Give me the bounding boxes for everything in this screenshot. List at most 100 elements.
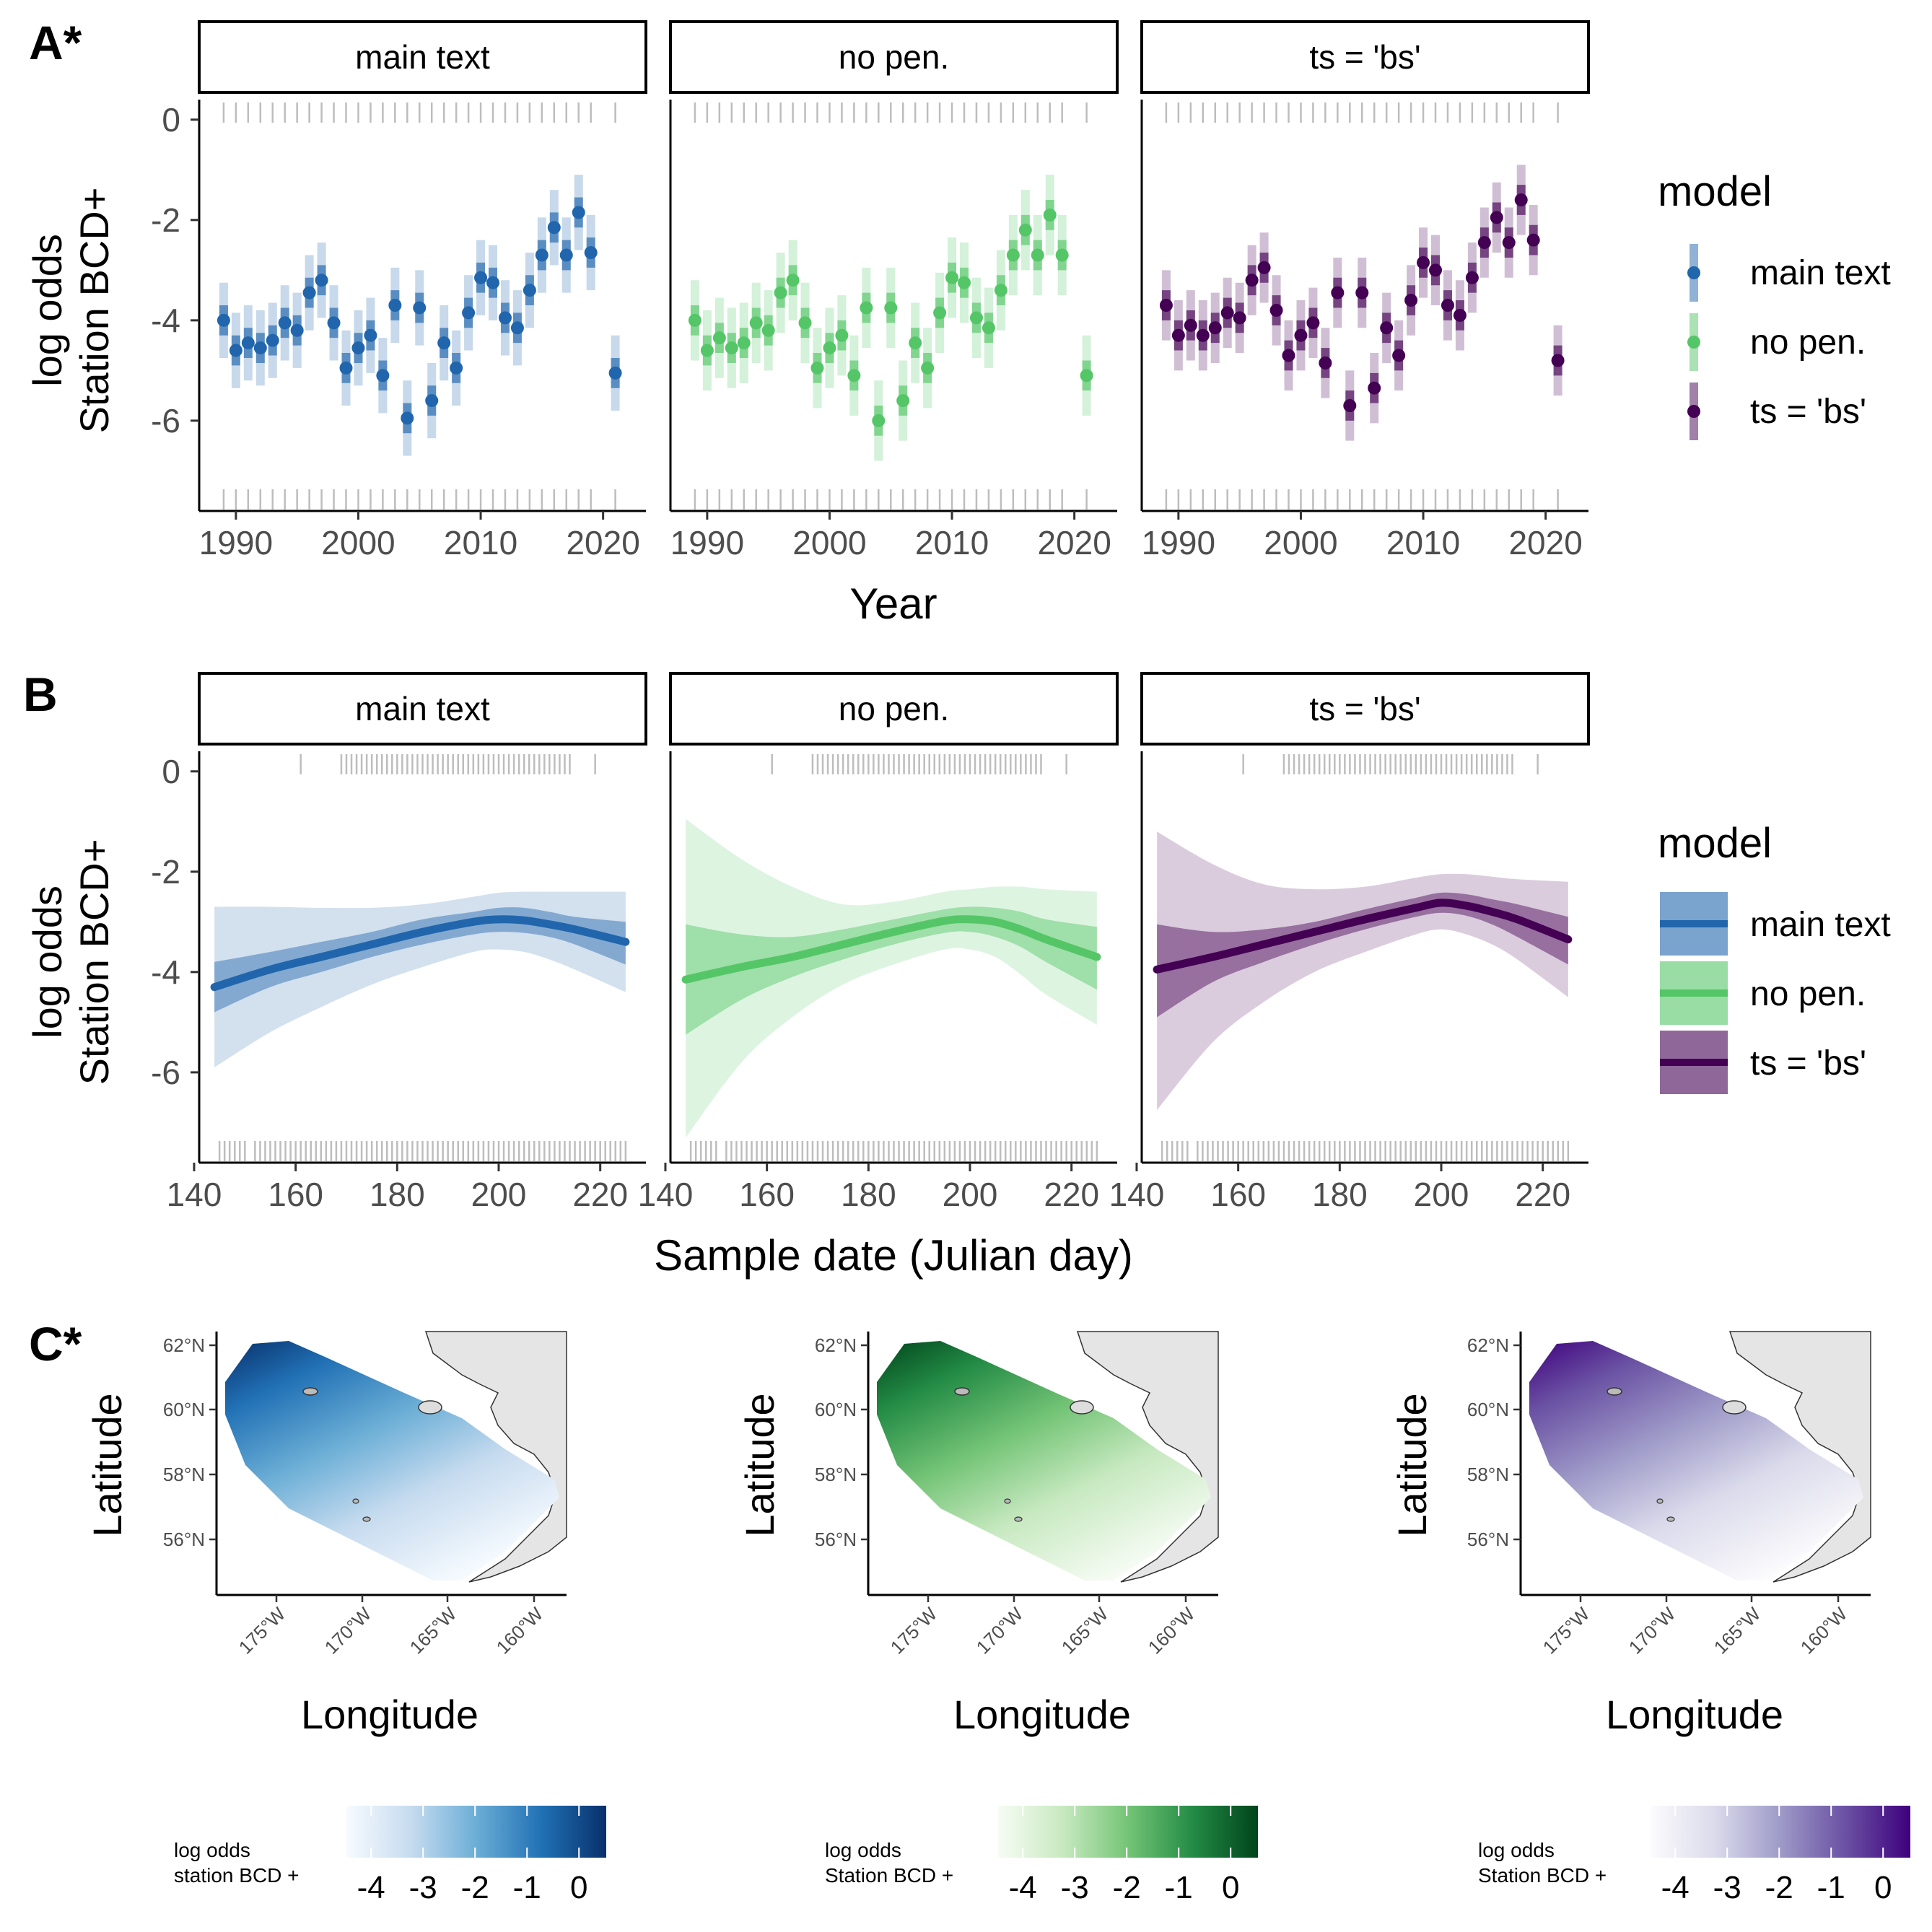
panel-a-point-main-text-2010 [474,271,488,284]
panel-a-point-ts-bs-2005 [1355,286,1369,300]
map-main-text-lon-tick-label-1: 170°W [320,1603,376,1658]
panel-a-point-main-text-2018 [572,206,585,219]
panel-a-ylabel-line1: log odds [25,234,70,387]
panel-a-point-main-text-2021 [608,366,622,380]
map-ts-bs-lon-tick-label-2: 165°W [1710,1603,1765,1658]
panel-b-y-axis: 0 -2 -4 -6 [151,753,199,1091]
panel-a-legend-key-point-main-text [1687,266,1700,279]
panel-a-point-no-pen-2017 [1031,248,1044,262]
panel-b-facet-ts-bs: ts = 'bs' 140 160 180 200 220 [1109,672,1590,1213]
panel-b-x-tick-label-no-pen-4: 220 [1044,1176,1099,1213]
panel-a-point-main-text-2012 [498,311,512,325]
map-main-text-colorbar-tick-label-0: -4 [357,1870,385,1905]
map-ts-bs-lat-tick-label-3: 56°N [1467,1529,1509,1550]
panel-b-x-tick-label-no-pen-0: 140 [638,1176,694,1213]
panel-a-legend-key-point-no-pen [1687,336,1700,349]
panel-b-legend-main-text: main text [1750,906,1891,944]
map-no-pen-island-st-paul [1004,1498,1011,1504]
map-no-pen-lat-tick-label-3: 56°N [815,1529,857,1550]
panel-b-fit-line-no-pen [681,915,1101,984]
panel-a-strip-ts-bs [1140,20,1590,94]
panel-b-strip-main-text [198,672,647,746]
panel-b-y-tick-label-0: 0 [162,753,180,790]
panel-a-point-no-pen-1999 [810,361,824,375]
panel-a-x-tick-label-main-text-0: 1990 [199,524,273,561]
panel-a-point-no-pen-2002 [847,369,861,383]
map-no-pen-island-st-george [1014,1516,1023,1522]
panel-a-x-tick-label-ts-bs-0: 1990 [1142,524,1215,561]
panel-a-facet-no-pen: no pen. 1990 2000 2010 2020 [669,20,1119,561]
panel-a-point-main-text-2001 [364,328,377,342]
panel-b-x-tick-label-no-pen-1: 160 [739,1176,795,1213]
panel-a-legend-title: model [1658,168,1772,215]
panel-b-strip-label-main-text: main text [355,690,490,727]
map-no-pen-colorbar-tick-label-3: -1 [1165,1870,1193,1905]
map-main-text-prediction-surface [225,1341,559,1581]
map-main-text-lat-tick-label-3: 56°N [163,1529,205,1550]
panel-a-point-main-text-2004 [401,411,414,425]
panel-a-xlabel: Year [849,580,937,628]
panel-a-point-main-text-2008 [450,361,463,375]
panel-b-strip-label-no-pen: no pen. [839,690,949,727]
panel-a-x-tick-label-main-text-3: 2020 [566,524,639,561]
panel-a-point-main-text-1998 [327,316,341,330]
panel-a-point-main-text-1989 [217,313,230,327]
panel-b-legend-title: model [1658,820,1772,867]
panel-a-point-no-pen-1990 [700,344,714,357]
panel-a-point-ts-bs-2009 [1404,294,1418,307]
panel-b-legend: model main text no pen. ts = 'bs' [1658,820,1891,1094]
panel-a-strip-main-text [198,20,647,94]
panel-a-strip-label-ts-bs: ts = 'bs' [1309,38,1420,76]
panel-a-point-no-pen-2011 [958,276,971,289]
map-main-text-lon-tick-label-0: 175°W [235,1603,290,1658]
panel-a-point-ts-bs-2018 [1514,193,1528,207]
panel-a-point-no-pen-2012 [969,311,983,325]
panel-a-point-ts-bs-2003 [1331,286,1345,300]
map-main-text-lat-tick-label-1: 60°N [163,1399,205,1420]
map-ts-bs-lon-tick-label-0: 175°W [1539,1603,1594,1658]
panel-a-point-ts-bs-2001 [1306,316,1320,330]
map-main-text-colorbar-tick-label-2: -2 [461,1870,489,1905]
map-main-text-island-nunivak [418,1400,442,1415]
panel-b-y-tick-label-3: -6 [151,1054,180,1091]
panel-b-x-tick-label-main-text-0: 140 [167,1176,222,1213]
panel-b-fit-line-ts-bs [1153,899,1573,974]
map-no-pen-colorbar [998,1806,1258,1858]
panel-a-y-tick-label-1: -2 [151,201,180,239]
panel-a-legend-no-pen: no pen. [1750,323,1866,362]
panel-b-legend-no-pen: no pen. [1750,975,1866,1013]
panel-label-c: C* [29,1317,82,1371]
panel-a-point-no-pen-1996 [774,286,787,300]
map-ts-bs-lat-tick-label-0: 62°N [1467,1334,1509,1356]
panel-a-strip-label-main-text: main text [355,38,490,76]
map-main-text-xlabel: Longitude [301,1692,478,1737]
panel-a-x-tick-label-main-text-1: 2000 [321,524,395,561]
map-no-pen-lat-tick-label-0: 62°N [815,1334,857,1356]
panel-a-point-main-text-2007 [437,336,451,350]
panel-a-ylabel-line2: Station BCD+ [71,188,117,434]
map-ts-bs-xlabel: Longitude [1606,1692,1783,1737]
panel-a-point-ts-bs-1996 [1245,274,1259,287]
panel-a-x-tick-label-no-pen-1: 2000 [792,524,866,561]
panel-b-inner-band-no-pen [686,906,1097,1035]
panel-a-point-ts-bs-2000 [1294,328,1308,342]
panel-a-point-no-pen-2006 [896,394,910,408]
panel-a-y-tick-label-0: 0 [162,101,180,139]
panel-a-point-ts-bs-2007 [1380,321,1394,335]
map-main-text: Latitude Longitude log odds station BCD … [84,1331,606,1905]
map-ts-bs-island-st-matthew [1607,1387,1622,1396]
panel-a-point-ts-bs-1989 [1159,299,1173,312]
map-ts-bs-ylabel: Latitude [1389,1393,1435,1537]
panel-b-outer-band-no-pen [686,818,1097,1138]
panel-a-x-tick-label-no-pen-3: 2020 [1037,524,1111,561]
panel-a-y-axis: 0 -2 -4 -6 [151,101,199,440]
map-ts-bs-island-nunivak [1722,1400,1747,1415]
panel-a-facet-main-text: main text 1990 2000 2010 2020 [198,20,647,561]
panel-a-point-ts-bs-2014 [1465,271,1479,284]
map-ts-bs-colorbar-tick-label-0: -4 [1661,1870,1690,1905]
map-main-text-colorbar [346,1806,606,1858]
panel-a-x-tick-label-no-pen-2: 2010 [915,524,989,561]
panel-a-point-ts-bs-2013 [1453,308,1467,322]
map-ts-bs-legend-line1: log odds [1478,1839,1555,1861]
panel-b-outer-band-ts-bs [1157,831,1568,1111]
